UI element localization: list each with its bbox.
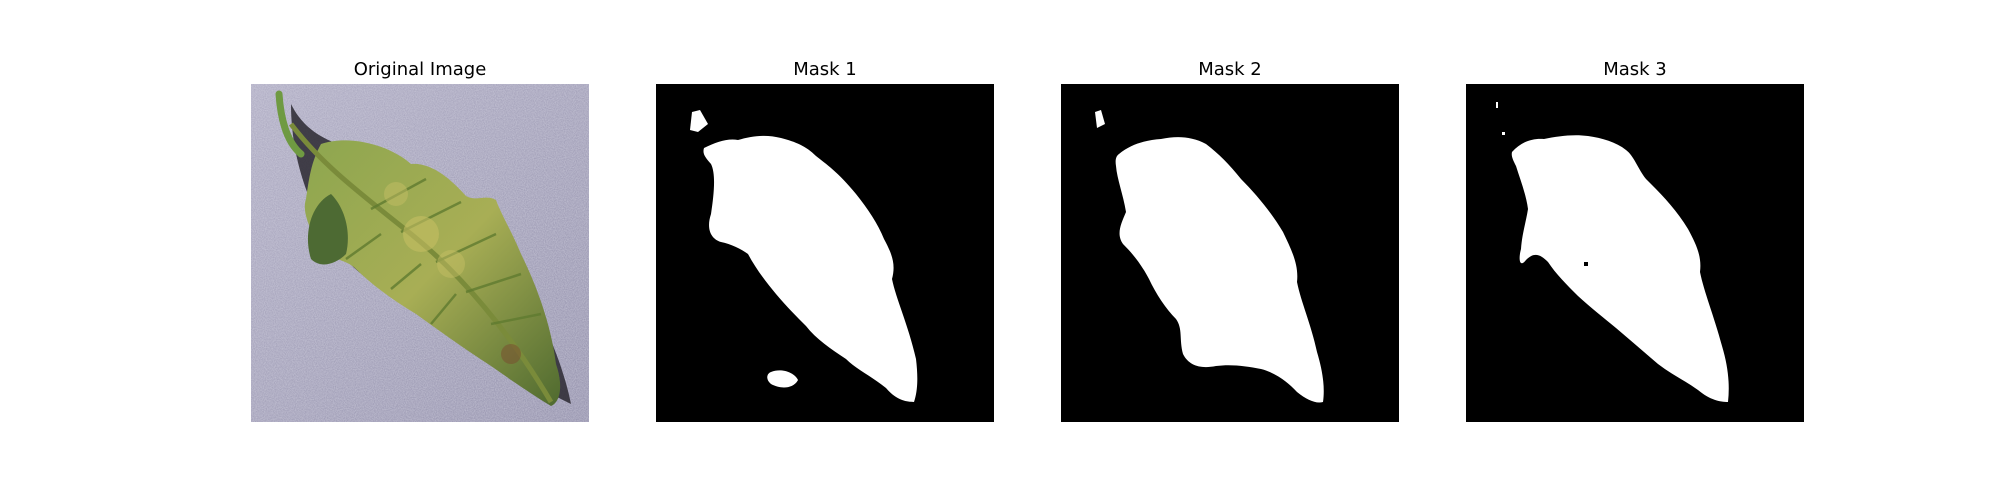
mask-hole [1584,262,1588,266]
leaf-stem [275,90,305,158]
leaf-lobe [307,194,348,265]
original-image [251,84,589,422]
segmentation-mask-3 [1466,84,1804,422]
mask-3 [1466,84,1804,422]
mask-blob [690,110,708,132]
segmentation-mask-2 [1061,84,1399,422]
leaf-photo [251,84,589,422]
leaf-spot [403,216,439,252]
panel-title-original: Original Image [353,59,487,80]
leaf-spot [384,182,408,206]
panel-title-mask-3: Mask 3 [1603,59,1667,80]
mask-1 [656,84,994,422]
leaf-spot [501,344,521,364]
panel-title-mask-2: Mask 2 [1198,59,1262,80]
mask-leaf [1115,137,1324,403]
segmentation-mask-1 [656,84,994,422]
panel-title-mask-1: Mask 1 [793,59,857,80]
leaf-body [304,140,561,406]
mask-speck [1502,132,1505,135]
mask-blob [767,370,798,388]
mask-leaf [1511,135,1729,402]
mask-leaf [703,135,918,403]
mask-2 [1061,84,1399,422]
mask-blob [1095,110,1105,128]
leaf-spot [437,250,465,278]
mask-speck [1496,102,1498,108]
